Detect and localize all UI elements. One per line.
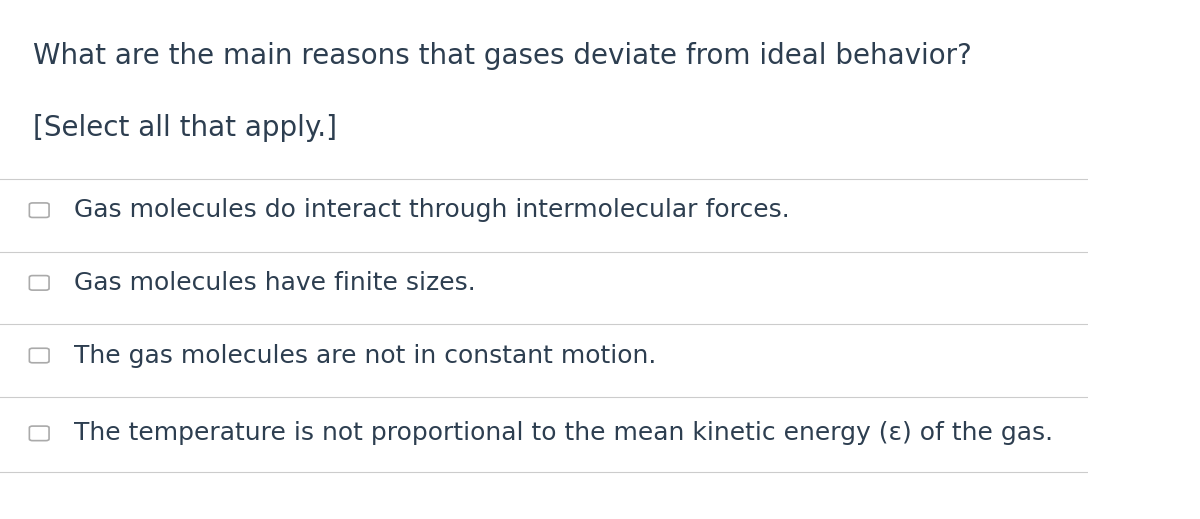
Text: [Select all that apply.]: [Select all that apply.] — [32, 114, 337, 142]
Text: The gas molecules are not in constant motion.: The gas molecules are not in constant mo… — [74, 344, 656, 367]
Text: What are the main reasons that gases deviate from ideal behavior?: What are the main reasons that gases dev… — [32, 42, 972, 70]
FancyBboxPatch shape — [29, 203, 49, 217]
FancyBboxPatch shape — [29, 426, 49, 441]
Text: Gas molecules have finite sizes.: Gas molecules have finite sizes. — [74, 271, 475, 295]
Text: The temperature is not proportional to the mean kinetic energy (ε) of the gas.: The temperature is not proportional to t… — [74, 421, 1054, 445]
FancyBboxPatch shape — [29, 276, 49, 290]
FancyBboxPatch shape — [29, 348, 49, 363]
Text: Gas molecules do interact through intermolecular forces.: Gas molecules do interact through interm… — [74, 198, 790, 222]
